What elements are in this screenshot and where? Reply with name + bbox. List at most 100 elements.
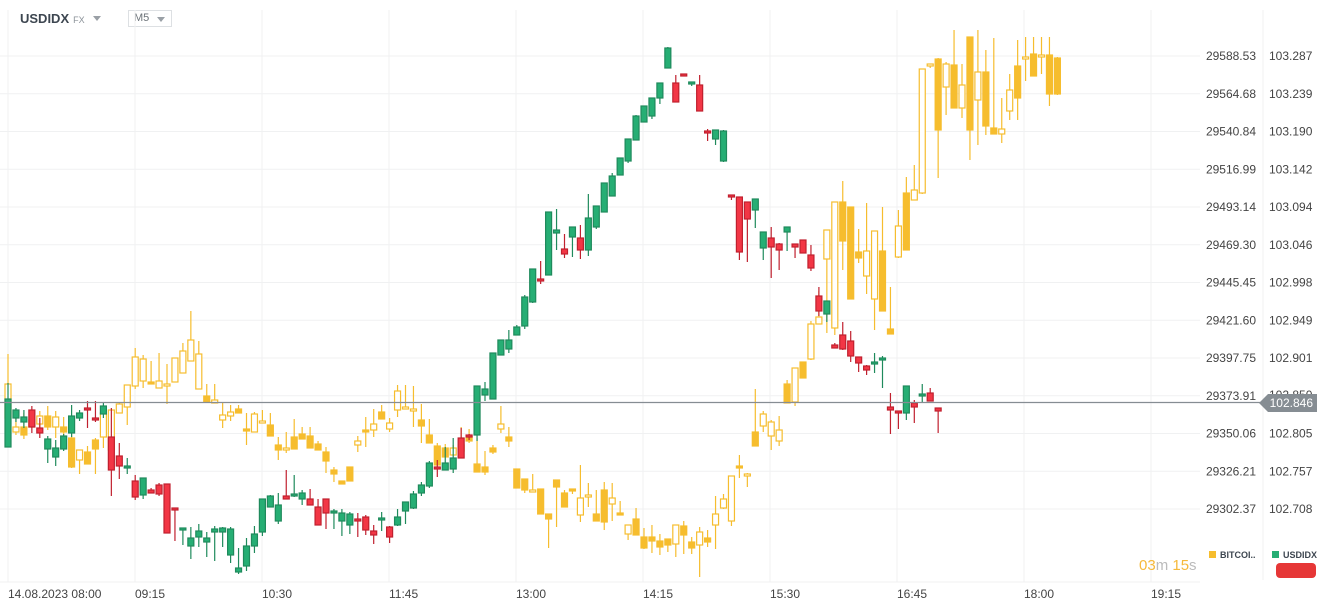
usdidx-candle — [20, 410, 28, 428]
btc-candle — [234, 405, 243, 414]
usdidx-candle — [727, 194, 736, 200]
usdidx-candle — [926, 388, 934, 402]
btc-candle — [258, 410, 266, 424]
btc-candle — [83, 446, 92, 465]
usdidx-candle — [378, 512, 386, 531]
usdidx-candle — [521, 295, 529, 329]
btc-candle — [648, 525, 656, 553]
sell-indicator-button[interactable] — [1276, 563, 1316, 578]
legend-item-bitcoin[interactable]: BITCOI.. — [1209, 550, 1256, 560]
usdidx-candle — [433, 460, 441, 477]
usdidx-candle — [258, 498, 266, 536]
usdidx-candle — [330, 509, 338, 529]
symbol-selector[interactable]: USDIDX FX — [20, 11, 101, 26]
usdidx-candle — [735, 196, 744, 260]
chart-header: USDIDX FX M5 — [0, 0, 1331, 32]
btc-candle — [139, 355, 147, 388]
btc-candle — [497, 406, 505, 433]
countdown-minutes: 03 — [1139, 557, 1156, 574]
usdidx-candle — [783, 226, 791, 251]
btc-candle — [640, 528, 648, 549]
btc-candle — [616, 501, 624, 516]
usdidx-candle — [696, 75, 704, 112]
usdidx-candle — [290, 475, 298, 497]
usdidx-candle — [44, 436, 52, 463]
usdidx-candle — [386, 526, 394, 543]
y-axis-label-btc: 29445.45 — [1206, 276, 1256, 290]
btc-candle — [910, 165, 918, 201]
usdidx-candle — [115, 443, 123, 479]
legend-swatch-icon — [1209, 551, 1216, 558]
y-axis-label-btc: 29516.99 — [1206, 162, 1256, 176]
btc-candle — [552, 479, 561, 527]
btc-candle — [799, 361, 807, 379]
btc-candle — [696, 527, 704, 577]
y-axis-label-btc: 29326.21 — [1206, 464, 1256, 478]
btc-candle — [568, 488, 577, 494]
usdidx-candle — [751, 198, 759, 228]
timeframe-dropdown[interactable]: M5 — [128, 10, 172, 27]
usdidx-candle — [855, 356, 863, 372]
legend-label: USDIDX — [1283, 550, 1318, 560]
btc-candle — [417, 404, 425, 443]
usdidx-candle — [123, 458, 131, 474]
btc-candle — [664, 538, 672, 552]
usdidx-candle — [282, 470, 290, 500]
btc-candle — [855, 229, 863, 263]
y-axis-label-usdidx: 103.190 — [1269, 125, 1313, 139]
y-axis-label-usdidx: 102.949 — [1269, 313, 1313, 327]
btc-candle — [847, 206, 855, 300]
usdidx-candle — [680, 73, 688, 77]
usdidx-candle — [672, 75, 680, 103]
btc-candle — [75, 449, 84, 474]
usdidx-candle — [568, 226, 577, 257]
btc-candle — [425, 419, 433, 444]
x-axis-label: 18:00 — [1024, 587, 1054, 601]
btc-candle — [751, 389, 759, 447]
btc-candle — [584, 483, 592, 507]
btc-candle — [409, 386, 418, 427]
btc-candle — [227, 405, 235, 421]
usdidx-candle — [393, 509, 402, 526]
btc-candle — [529, 474, 537, 493]
usdidx-candle — [298, 490, 306, 505]
btc-candle — [870, 230, 879, 330]
usdidx-candle — [36, 418, 44, 438]
btc-candle — [831, 201, 839, 335]
y-axis-label-btc: 29373.91 — [1206, 389, 1256, 403]
usdidx-candle — [441, 447, 449, 471]
usdidx-candle — [203, 532, 211, 557]
usdidx-candle — [815, 287, 823, 316]
x-axis-label: 11:45 — [389, 587, 418, 601]
usdidx-candle — [481, 382, 489, 401]
usdidx-candle — [807, 245, 815, 271]
x-axis-label: 09:15 — [135, 587, 165, 601]
y-axis-label-usdidx: 103.142 — [1269, 162, 1313, 176]
usdidx-candle — [608, 173, 616, 197]
btc-candle — [894, 210, 903, 258]
usdidx-candle — [179, 527, 187, 545]
y-axis-label-usdidx: 102.998 — [1269, 276, 1313, 290]
usdidx-candle — [139, 477, 147, 499]
legend-item-usdidx[interactable]: USDIDX — [1272, 550, 1317, 560]
btc-candle — [155, 353, 163, 389]
usdidx-candle — [274, 493, 282, 524]
usdidx-candle — [266, 495, 274, 508]
usdidx-candle — [529, 268, 537, 303]
btc-candle — [958, 64, 966, 118]
btc-candle — [950, 30, 958, 109]
countdown-seconds-unit: s — [1189, 557, 1197, 574]
btc-candle — [576, 465, 585, 522]
btc-candle — [688, 537, 696, 554]
btc-candle — [370, 409, 378, 437]
usdidx-candle — [544, 211, 553, 276]
btc-candle — [918, 68, 926, 194]
btc-candle — [187, 311, 195, 362]
y-axis-label-btc: 29493.14 — [1206, 200, 1256, 214]
countdown-seconds: 15 — [1172, 557, 1190, 574]
chevron-down-icon[interactable] — [92, 16, 101, 21]
usdidx-candle — [910, 400, 918, 423]
usdidx-candle — [242, 538, 251, 571]
x-axis-label: 15:30 — [770, 587, 800, 601]
